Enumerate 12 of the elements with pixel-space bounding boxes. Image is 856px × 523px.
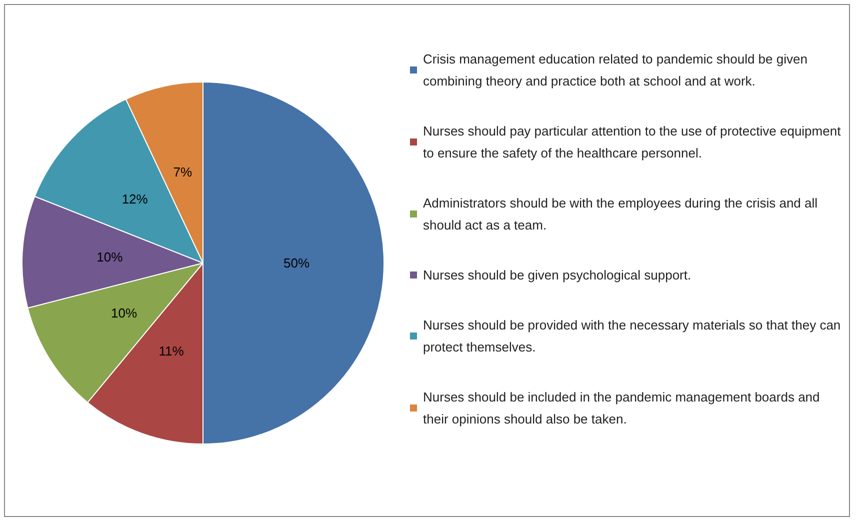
- legend-label: Administrators should be with the employees during the crisis and all should act as a team.: [423, 196, 822, 232]
- legend-label: Nurses should be included in the pandemic management boards and their opinions should also be taken.: [423, 390, 824, 426]
- legend-label: Nurses should be given psychological support.: [423, 268, 692, 282]
- legend-label: Nurses should pay particular attention to the use of protective equipment to ensure the safety of the healthcare personnel.: [423, 124, 844, 160]
- legend-label: Nurses should be provided with the necessary materials so that they can protect themselves.: [423, 318, 844, 354]
- data-label: 7%: [173, 164, 192, 180]
- data-label: 12%: [122, 191, 148, 206]
- legend-label: Crisis management education related to pandemic should be given combining theory and practice both at school and at work.: [423, 52, 812, 88]
- data-label: 50%: [283, 256, 310, 270]
- data-label: 10%: [111, 306, 138, 321]
- data-label: 11%: [158, 343, 184, 358]
- data-label: 10%: [96, 250, 124, 265]
